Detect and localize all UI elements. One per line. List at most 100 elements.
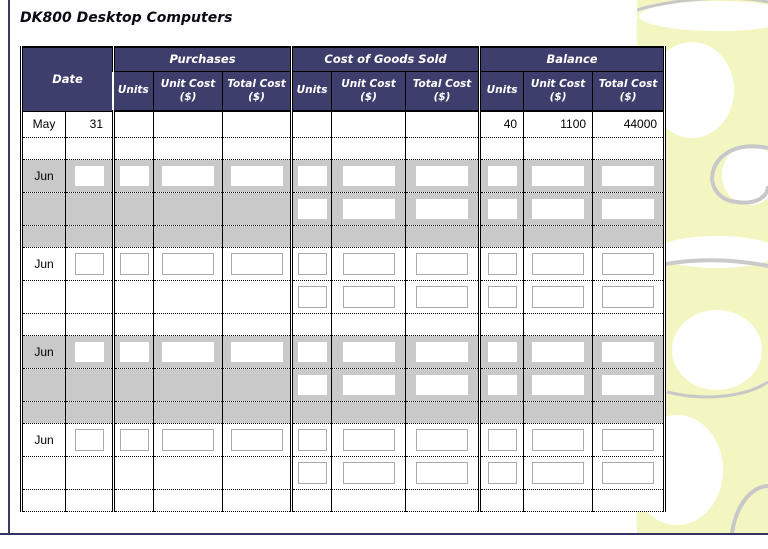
cogs-units-input[interactable] [297,252,327,275]
balance-total-cost-input[interactable] [602,374,655,395]
cogs-unit-cost-input[interactable] [342,341,395,362]
cell [592,422,665,456]
purchases-total-cost-input[interactable] [230,252,283,275]
cell [112,111,154,137]
cogs-total-cost-input[interactable] [416,285,469,308]
balance-units-input[interactable] [487,374,517,395]
cogs-total-cost-input[interactable] [416,341,469,362]
cogs-unit-cost-input[interactable] [342,428,395,451]
cogs-unit-cost-input[interactable] [342,461,395,484]
balance-unit-cost-input[interactable] [532,374,585,395]
balance-units-input[interactable] [487,252,517,275]
opening-balance-total-cost-cell: 44000 [592,111,665,137]
balance-units-input[interactable] [487,165,517,186]
cell [153,158,223,192]
purchases-unit-cost-input[interactable] [162,165,215,186]
date-day-input[interactable] [74,165,104,186]
balance-unit-cost-input[interactable] [532,165,585,186]
cogs-total-cost-input[interactable] [416,165,469,186]
cell [523,279,593,313]
balance-total-cost-input[interactable] [602,285,655,308]
cogs-units-header: Units [290,71,332,112]
balance-units-input[interactable] [487,428,517,451]
purchases-unit-cost-input[interactable] [162,252,215,275]
purchases-units-input[interactable] [119,428,149,451]
cell [478,367,524,401]
date-day-input[interactable] [74,341,104,362]
cell [405,334,480,368]
balance-unit-cost-input[interactable] [532,428,585,451]
cell [64,455,114,489]
balance-unit-cost-input[interactable] [532,461,585,484]
cell [64,224,114,247]
cogs-units-input[interactable] [297,374,327,395]
cell [405,422,480,456]
cell [64,422,114,456]
purchases-unit-cost-input[interactable] [162,428,215,451]
cell [222,191,292,225]
balance-units-input[interactable] [487,461,517,484]
cell [153,136,223,159]
balance-total-cost-input[interactable] [602,165,655,186]
cogs-total-cost-input[interactable] [416,198,469,219]
entry-month-cell: Jun [21,334,66,368]
cogs-total-cost-input[interactable] [416,374,469,395]
purchases-units-input[interactable] [119,165,149,186]
cogs-units-input[interactable] [297,341,327,362]
balance-units-input[interactable] [487,285,517,308]
cogs-total-cost-input[interactable] [416,461,469,484]
cell [290,334,332,368]
balance-unit-cost-input[interactable] [532,252,585,275]
cell [405,246,480,280]
cell [331,312,406,335]
cell [592,224,665,247]
purchases-total-cost-input[interactable] [230,165,283,186]
cogs-units-input[interactable] [297,165,327,186]
entry-month-cell: Jun [21,158,66,192]
purchases-total-cost-input[interactable] [230,428,283,451]
cell [405,488,480,511]
cell [153,488,223,511]
cell [523,136,593,159]
cell [331,334,406,368]
cell [405,400,480,423]
balance-total-cost-input[interactable] [602,252,655,275]
balance-total-cost-input[interactable] [602,198,655,219]
cell [21,455,66,489]
cogs-units-input[interactable] [297,428,327,451]
balance-units-input[interactable] [487,341,517,362]
cell [64,246,114,280]
cogs-unit-cost-input[interactable] [342,198,395,219]
cell [21,136,66,159]
cogs-unit-cost-input[interactable] [342,285,395,308]
balance-total-cost-input[interactable] [602,461,655,484]
cogs-unit-cost-input[interactable] [342,165,395,186]
date-day-input[interactable] [74,428,104,451]
balance-unit-cost-input[interactable] [532,341,585,362]
balance-total-cost-input[interactable] [602,341,655,362]
cell [153,111,223,137]
cell [222,400,292,423]
cogs-unit-cost-input[interactable] [342,374,395,395]
purchases-total-cost-input[interactable] [230,341,283,362]
purchases-units-input[interactable] [119,252,149,275]
page-title: DK800 Desktop Computers [20,10,233,26]
balance-units-input[interactable] [487,198,517,219]
balance-total-cost-input[interactable] [602,428,655,451]
cogs-total-cost-input[interactable] [416,252,469,275]
balance-unit-cost-input[interactable] [532,285,585,308]
cogs-units-input[interactable] [297,461,327,484]
cogs-total-cost-input[interactable] [416,428,469,451]
cell [64,191,114,225]
cell [523,191,593,225]
cell [478,246,524,280]
cell [21,224,66,247]
cogs-units-input[interactable] [297,198,327,219]
cogs-units-input[interactable] [297,285,327,308]
date-day-input[interactable] [74,252,104,275]
purchases-unit-cost-input[interactable] [162,341,215,362]
balance-unit-cost-input[interactable] [532,198,585,219]
cell [331,367,406,401]
cogs-unit-cost-input[interactable] [342,252,395,275]
purchases-units-input[interactable] [119,341,149,362]
